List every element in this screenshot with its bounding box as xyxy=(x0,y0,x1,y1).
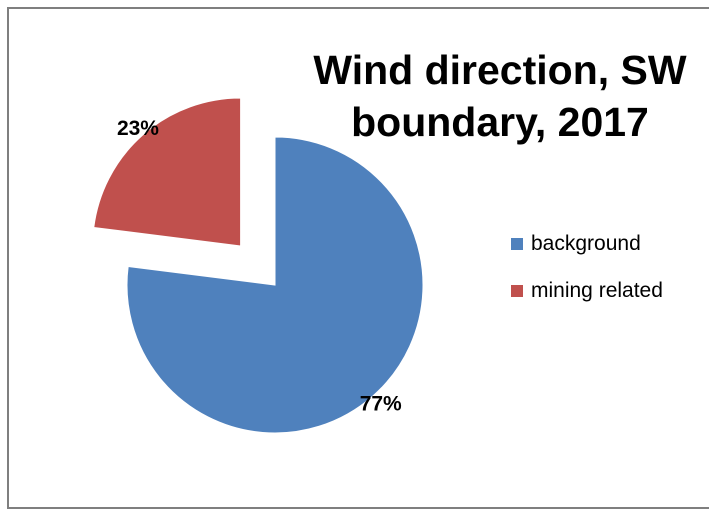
pie-slice-mining-related xyxy=(93,97,242,247)
legend-item-mining-related: mining related xyxy=(511,267,663,314)
legend-label-mining-related: mining related xyxy=(531,278,663,302)
legend-swatch-background xyxy=(511,237,523,250)
pie-slice-background xyxy=(126,136,424,434)
data-label-background: 77% xyxy=(360,392,402,415)
legend-label-background: background xyxy=(531,231,641,255)
chart-title: Wind direction, SW boundary, 2017 xyxy=(313,47,687,145)
legend-item-background: background xyxy=(511,220,663,267)
legend: background mining related xyxy=(511,220,663,314)
legend-swatch-mining-related xyxy=(511,284,523,297)
data-label-mining-related: 23% xyxy=(117,117,159,140)
